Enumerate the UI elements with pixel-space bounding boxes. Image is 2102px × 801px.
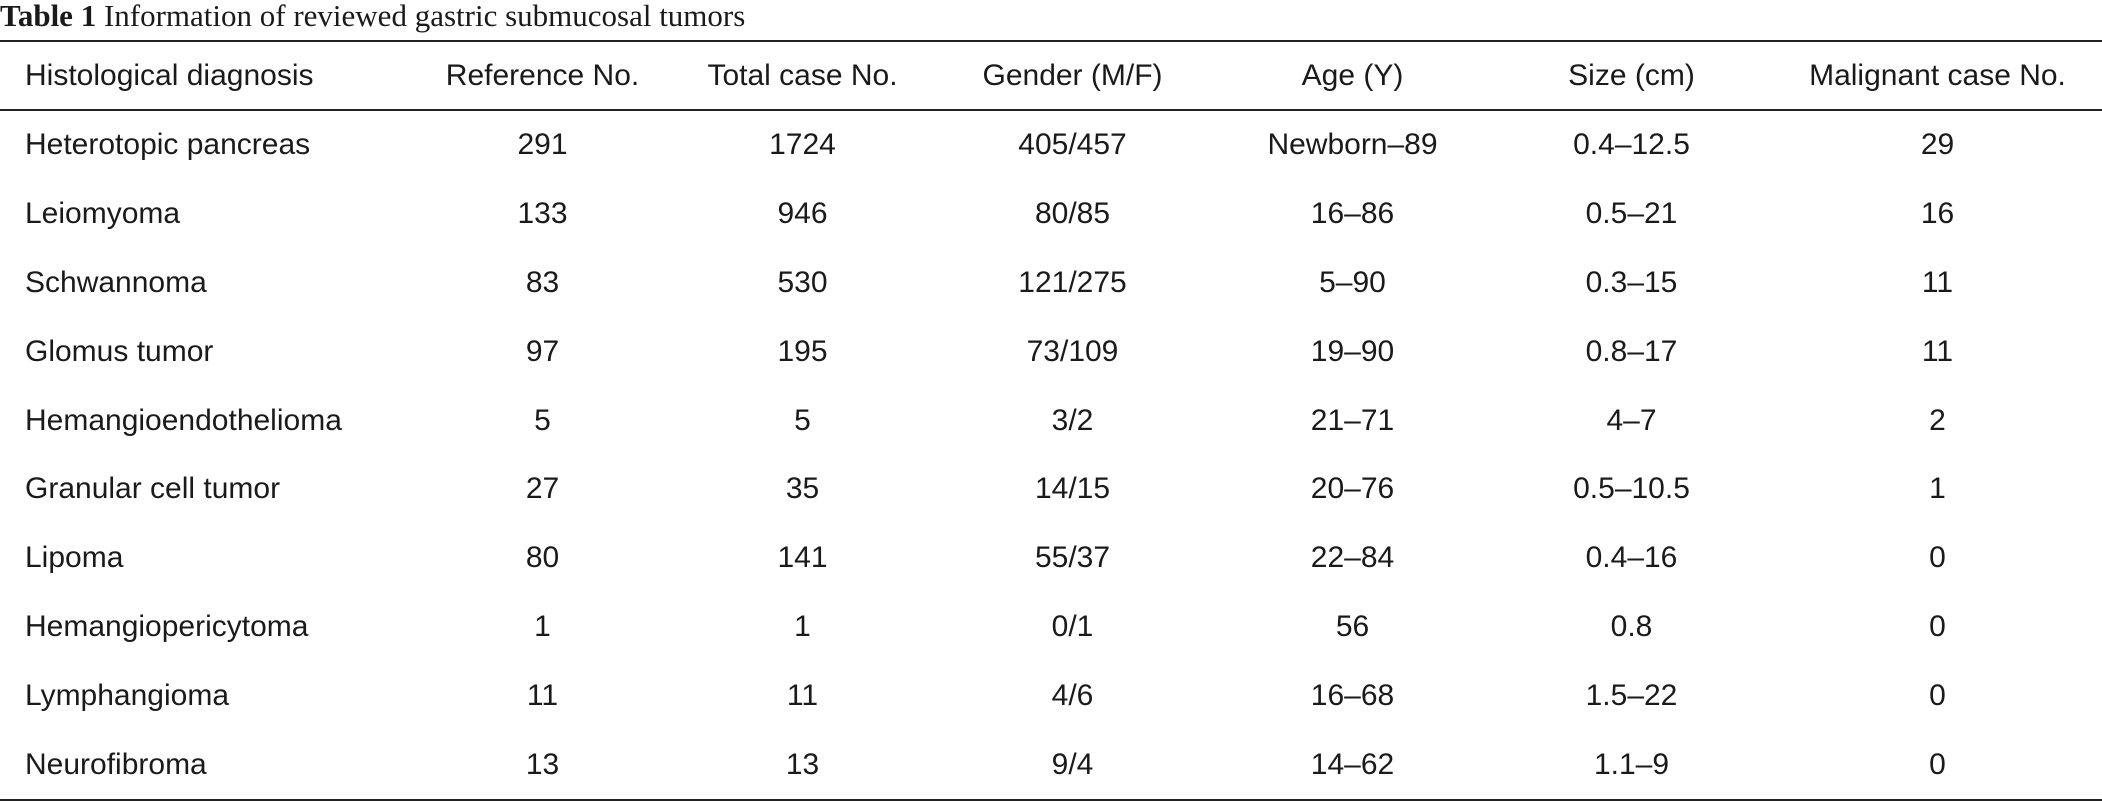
reference-no-cell: 5 bbox=[534, 403, 551, 437]
age-cell: 14–62 bbox=[1310, 747, 1395, 781]
column-header-size: Size (cm) bbox=[1568, 58, 1695, 92]
column-header-histological-diagnosis: Histological diagnosis bbox=[25, 58, 314, 92]
table-row: Lymphangioma 11 11 4/6 16–68 1.5–22 0 bbox=[0, 661, 2102, 730]
gender-cell: 405/457 bbox=[1018, 128, 1127, 162]
total-case-no-cell: 35 bbox=[785, 472, 820, 506]
size-cell: 0.4–12.5 bbox=[1573, 128, 1690, 162]
table-body: Heterotopic pancreas 291 1724 405/457 Newbor… bbox=[0, 110, 2102, 800]
age-cell: 19–90 bbox=[1310, 334, 1395, 368]
age-cell: 5–90 bbox=[1319, 265, 1386, 299]
age-cell: 22–84 bbox=[1310, 541, 1395, 575]
column-header-reference-no: Reference No. bbox=[445, 58, 640, 92]
reference-no-cell: 13 bbox=[525, 747, 560, 781]
histological-diagnosis-cell: Leiomyoma bbox=[25, 197, 181, 231]
table-row: Glomus tumor 97 195 73/109 19–90 0.8–17 11 bbox=[0, 317, 2102, 386]
malignant-case-no-cell: 29 bbox=[1920, 128, 1955, 162]
size-cell: 0.5–10.5 bbox=[1573, 472, 1690, 506]
header-row: Histological diagnosis Reference No. Tot… bbox=[0, 41, 2102, 110]
reference-no-cell: 11 bbox=[526, 678, 559, 712]
histological-diagnosis-cell: Granular cell tumor bbox=[25, 472, 281, 506]
column-header-age: Age (Y) bbox=[1301, 58, 1404, 92]
size-cell: 4–7 bbox=[1606, 403, 1657, 437]
reference-no-cell: 97 bbox=[525, 334, 560, 368]
histological-diagnosis-cell: Lipoma bbox=[25, 541, 124, 575]
size-cell: 1.5–22 bbox=[1585, 678, 1678, 712]
table-row: Neurofibroma 13 13 9/4 14–62 1.1–9 0 bbox=[0, 730, 2102, 800]
total-case-no-cell: 530 bbox=[777, 265, 828, 299]
histological-diagnosis-cell: Hemangiopericytoma bbox=[25, 609, 309, 643]
total-case-no-cell: 195 bbox=[777, 334, 828, 368]
gender-cell: 14/15 bbox=[1034, 472, 1111, 506]
reference-no-cell: 291 bbox=[517, 128, 568, 162]
table-row: Hemangiopericytoma 1 1 0/1 56 0.8 0 bbox=[0, 593, 2102, 662]
table-row: Hemangioendothelioma 5 5 3/2 21–71 4–7 2 bbox=[0, 386, 2102, 455]
histological-diagnosis-cell: Heterotopic pancreas bbox=[25, 128, 311, 162]
size-cell: 0.8 bbox=[1610, 609, 1653, 643]
size-cell: 0.3–15 bbox=[1585, 265, 1678, 299]
table-container: Histological diagnosis Reference No. Tot… bbox=[0, 40, 2102, 801]
malignant-case-no-cell: 16 bbox=[1920, 197, 1955, 231]
column-header-total-case-no: Total case No. bbox=[707, 58, 898, 92]
reference-no-cell: 83 bbox=[525, 265, 560, 299]
histological-diagnosis-cell: Lymphangioma bbox=[25, 678, 230, 712]
gender-cell: 0/1 bbox=[1051, 609, 1094, 643]
age-cell: 20–76 bbox=[1310, 472, 1395, 506]
size-cell: 0.5–21 bbox=[1585, 197, 1678, 231]
gender-cell: 121/275 bbox=[1018, 265, 1127, 299]
malignant-case-no-cell: 0 bbox=[1929, 678, 1946, 712]
age-cell: 16–86 bbox=[1310, 197, 1395, 231]
gender-cell: 55/37 bbox=[1034, 541, 1111, 575]
total-case-no-cell: 1724 bbox=[769, 128, 836, 162]
size-cell: 0.4–16 bbox=[1585, 541, 1678, 575]
table-caption-label: Table 1 bbox=[0, 0, 97, 33]
age-cell: 16–68 bbox=[1310, 678, 1395, 712]
size-cell: 1.1–9 bbox=[1593, 747, 1670, 781]
gender-cell: 3/2 bbox=[1051, 403, 1094, 437]
reference-no-cell: 27 bbox=[525, 472, 560, 506]
table-caption: Table 1 Information of reviewed gastric … bbox=[0, 0, 745, 34]
tumor-info-table: Histological diagnosis Reference No. Tot… bbox=[0, 40, 2102, 801]
table-row: Lipoma 80 141 55/37 22–84 0.4–16 0 bbox=[0, 524, 2102, 593]
total-case-no-cell: 141 bbox=[777, 541, 828, 575]
total-case-no-cell: 13 bbox=[785, 747, 820, 781]
gender-cell: 9/4 bbox=[1051, 747, 1094, 781]
gender-cell: 4/6 bbox=[1051, 678, 1094, 712]
age-cell: 21–71 bbox=[1310, 403, 1395, 437]
histological-diagnosis-cell: Hemangioendothelioma bbox=[25, 403, 342, 437]
reference-no-cell: 133 bbox=[517, 197, 568, 231]
size-cell: 0.8–17 bbox=[1585, 334, 1678, 368]
reference-no-cell: 80 bbox=[525, 541, 560, 575]
histological-diagnosis-cell: Schwannoma bbox=[25, 265, 207, 299]
total-case-no-cell: 1 bbox=[794, 609, 811, 643]
gender-cell: 80/85 bbox=[1034, 197, 1111, 231]
table-caption-text: Information of reviewed gastric submucos… bbox=[96, 0, 746, 33]
total-case-no-cell: 11 bbox=[786, 678, 819, 712]
column-header-gender: Gender (M/F) bbox=[982, 58, 1163, 92]
table-row: Granular cell tumor 27 35 14/15 20–76 0.5–10.… bbox=[0, 455, 2102, 524]
total-case-no-cell: 946 bbox=[777, 197, 828, 231]
total-case-no-cell: 5 bbox=[794, 403, 811, 437]
table-header: Histological diagnosis Reference No. Tot… bbox=[0, 41, 2102, 110]
histological-diagnosis-cell: Neurofibroma bbox=[25, 747, 207, 781]
malignant-case-no-cell: 2 bbox=[1929, 403, 1946, 437]
age-cell: Newborn–89 bbox=[1267, 128, 1438, 162]
malignant-case-no-cell: 0 bbox=[1929, 747, 1946, 781]
malignant-case-no-cell: 0 bbox=[1929, 541, 1946, 575]
table-row: Leiomyoma 133 946 80/85 16–86 0.5–21 16 bbox=[0, 180, 2102, 249]
reference-no-cell: 1 bbox=[534, 609, 551, 643]
age-cell: 56 bbox=[1335, 609, 1370, 643]
malignant-case-no-cell: 11 bbox=[1921, 265, 1954, 299]
gender-cell: 73/109 bbox=[1026, 334, 1119, 368]
malignant-case-no-cell: 11 bbox=[1921, 334, 1954, 368]
histological-diagnosis-cell: Glomus tumor bbox=[25, 334, 214, 368]
table-row: Schwannoma 83 530 121/275 5–90 0.3–15 11 bbox=[0, 249, 2102, 318]
column-header-malignant-case-no: Malignant case No. bbox=[1809, 58, 2066, 92]
malignant-case-no-cell: 1 bbox=[1929, 472, 1946, 506]
malignant-case-no-cell: 0 bbox=[1929, 609, 1946, 643]
table-row: Heterotopic pancreas 291 1724 405/457 Newbor… bbox=[0, 110, 2102, 180]
